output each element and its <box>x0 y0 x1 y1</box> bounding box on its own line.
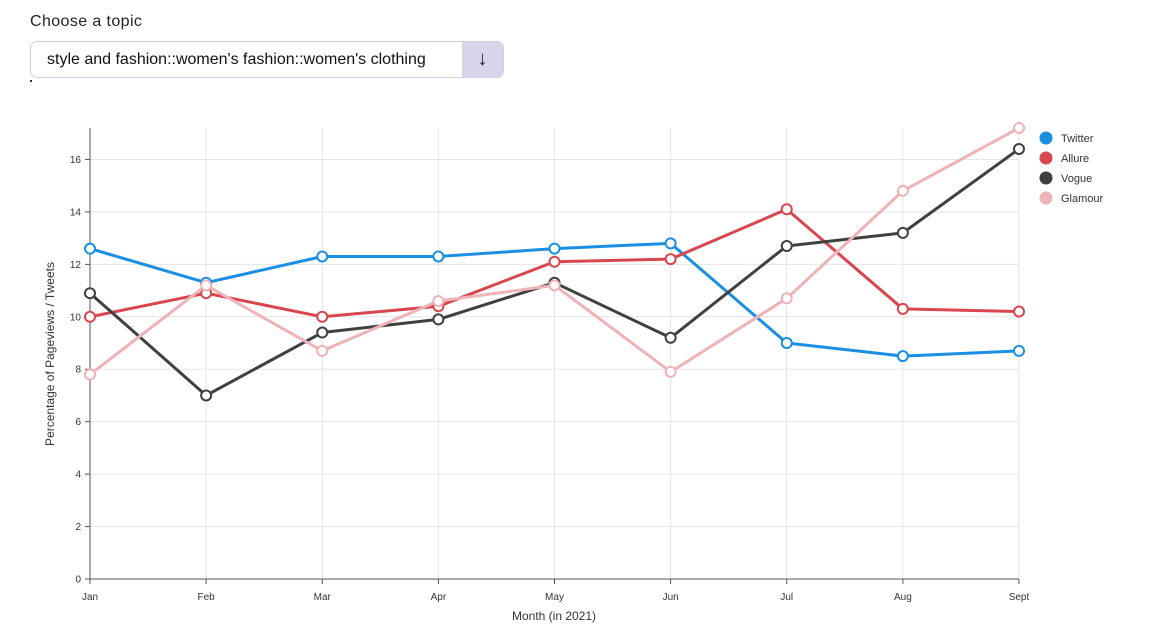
x-axis-label: Month (in 2021) <box>512 609 596 623</box>
x-tick-label: May <box>545 592 564 603</box>
chart-ticks: 0 2 4 6 8 10 12 14 16 Jan Feb Mar Apr May Jun Jul Aug Sep… <box>70 155 1030 603</box>
data-point-vogue <box>200 389 213 402</box>
x-tick-label: Sept <box>1009 592 1030 603</box>
chart-series <box>84 122 1025 402</box>
legend-swatch-allure <box>1039 151 1053 165</box>
y-tick-label: 8 <box>75 365 81 376</box>
topic-select[interactable]: style and fashion::women's fashion::wome… <box>30 41 504 78</box>
data-point-twitter <box>548 242 561 255</box>
data-point-twitter <box>432 250 445 263</box>
y-tick-label: 14 <box>70 207 82 218</box>
decorative-dot <box>30 80 32 82</box>
data-point-twitter <box>84 242 96 255</box>
y-tick-label: 0 <box>75 575 81 586</box>
data-point-glamour <box>664 365 677 378</box>
data-point-vogue <box>780 239 793 252</box>
data-point-glamour <box>780 292 793 305</box>
data-point-vogue <box>1013 142 1025 155</box>
data-point-twitter <box>780 337 793 350</box>
chart-legend: Twitter Allure Vogue Glamour <box>1039 131 1104 205</box>
data-point-glamour <box>84 368 96 381</box>
y-tick-label: 6 <box>75 417 81 428</box>
x-tick-label: Aug <box>894 592 912 603</box>
legend-label-vogue: Vogue <box>1061 173 1092 185</box>
data-point-vogue <box>316 326 329 339</box>
dropdown-arrow-icon[interactable]: ↓ <box>462 42 503 77</box>
y-tick-label: 12 <box>70 260 82 271</box>
topic-label: Choose a topic <box>30 13 143 30</box>
data-point-glamour <box>548 279 561 292</box>
data-point-twitter <box>1013 344 1025 357</box>
x-tick-label: Jan <box>82 592 98 603</box>
x-tick-label: Mar <box>314 592 332 603</box>
legend-label-glamour: Glamour <box>1061 193 1104 205</box>
data-point-allure <box>780 203 793 216</box>
y-tick-label: 10 <box>70 312 82 323</box>
x-tick-label: Feb <box>198 592 216 603</box>
y-tick-label: 16 <box>70 155 82 166</box>
data-point-vogue <box>664 331 677 344</box>
data-point-twitter <box>664 237 677 250</box>
topic-select-value[interactable]: style and fashion::women's fashion::wome… <box>47 50 426 68</box>
x-tick-label: Apr <box>431 592 447 603</box>
data-point-allure <box>1013 305 1025 318</box>
data-point-vogue <box>84 287 96 300</box>
data-point-twitter <box>896 350 909 363</box>
data-point-glamour <box>200 279 213 292</box>
data-point-vogue <box>896 226 909 239</box>
data-point-glamour <box>1013 122 1025 134</box>
legend-swatch-vogue <box>1039 171 1053 185</box>
data-point-allure <box>896 302 909 315</box>
x-tick-label: Jun <box>663 592 679 603</box>
data-point-glamour <box>896 184 909 197</box>
data-point-allure <box>316 310 329 323</box>
data-point-twitter <box>316 250 329 263</box>
data-point-allure <box>84 310 96 323</box>
legend-swatch-twitter <box>1039 131 1053 145</box>
data-point-glamour <box>316 344 329 357</box>
x-tick-label: Jul <box>780 592 793 603</box>
legend-label-twitter: Twitter <box>1061 133 1094 145</box>
data-point-allure <box>548 255 561 268</box>
data-point-vogue <box>432 313 445 326</box>
data-point-glamour <box>432 295 445 308</box>
legend-label-allure: Allure <box>1061 153 1089 165</box>
y-tick-label: 4 <box>75 470 81 481</box>
y-axis-label: Percentage of Pageviews / Tweets <box>43 262 57 446</box>
legend-swatch-glamour <box>1039 191 1053 205</box>
data-point-allure <box>664 253 677 266</box>
y-tick-label: 2 <box>75 522 81 533</box>
